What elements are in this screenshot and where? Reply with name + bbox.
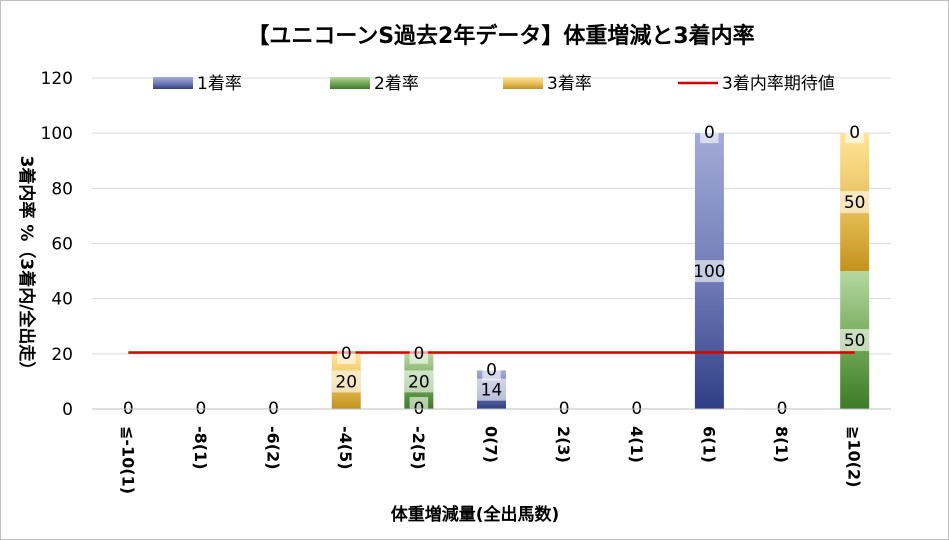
y-tick-label: 20 [51,345,73,365]
data-label-bg [689,260,730,283]
y-tick-label: 0 [62,400,73,420]
data-label: 100 [693,262,725,282]
data-label-bg [404,370,434,393]
y-tick-label: 100 [41,124,73,144]
x-axis-title: 体重増減量(全出馬数) [391,504,560,525]
data-label: 0 [486,360,497,380]
data-label-bg [840,329,870,352]
data-label-bg [264,397,283,419]
x-tick-label: 6(1) [699,426,718,463]
x-tick-label: ≦-10(1) [118,426,137,494]
y-tick-label: 120 [41,69,73,89]
y-tick-label: 60 [51,235,73,255]
data-label-bg [482,358,501,381]
legend-swatch [330,77,370,89]
data-label-bg [554,397,574,419]
x-tick-label: ≧10(2) [845,426,864,487]
data-label: 0 [849,123,860,143]
y-tick-label: 40 [51,290,73,310]
x-tick-label: -6(2) [264,426,283,470]
legend-label: 1着率 [197,74,242,94]
x-tick-label: 0(7) [482,426,501,463]
data-label-bg [477,378,506,401]
data-label-bg [627,397,647,419]
data-label: 0 [341,344,352,364]
data-label: 50 [844,331,866,351]
data-label-bg [772,397,792,419]
data-label: 50 [844,193,866,213]
x-tick-label: -2(5) [409,426,428,470]
chart-title: 【ユニコーンS過去2年データ】体重増減と3着内率 [247,23,754,49]
data-label: 0 [704,123,715,143]
x-tick-label: -4(5) [336,426,355,470]
legend-label: 2着率 [374,74,419,94]
data-label-bg [336,341,356,364]
y-axis-title: 3着内率 %（3着内/全出走） [16,156,37,379]
legend-label: 3着率 [547,74,592,94]
x-tick-label: -8(1) [191,426,210,470]
data-label-bg [409,341,429,364]
data-label-bg [331,370,361,393]
data-label-bg [119,397,138,419]
x-tick-label: 2(3) [554,426,573,463]
legend-layer: 1着率 2着率 3着率 3着内率期待値 [153,74,835,94]
x-tick-label: 4(1) [627,426,646,463]
legend-swatch [503,77,543,89]
bars-layer [331,133,870,409]
x-tick-label: 8(1) [772,426,791,463]
y-tick-label: 80 [51,179,73,199]
data-label-bg [700,121,719,144]
data-label-bg [191,397,211,419]
data-label-bg [840,191,870,214]
data-label-bg [409,397,429,419]
data-label-bg [845,121,864,144]
data-label: 20 [408,372,430,392]
data-label: 20 [335,372,357,392]
legend-label: 3着内率期待値 [722,74,835,94]
data-label: 14 [481,381,503,401]
data-label: 0 [413,344,424,364]
legend-swatch [153,77,193,89]
grid-layer [92,77,891,355]
axis-layer: 0 20 40 60 80 100 120 ≦-10(1) -8(1) -6(2) -4(5) -2(… [41,69,891,494]
